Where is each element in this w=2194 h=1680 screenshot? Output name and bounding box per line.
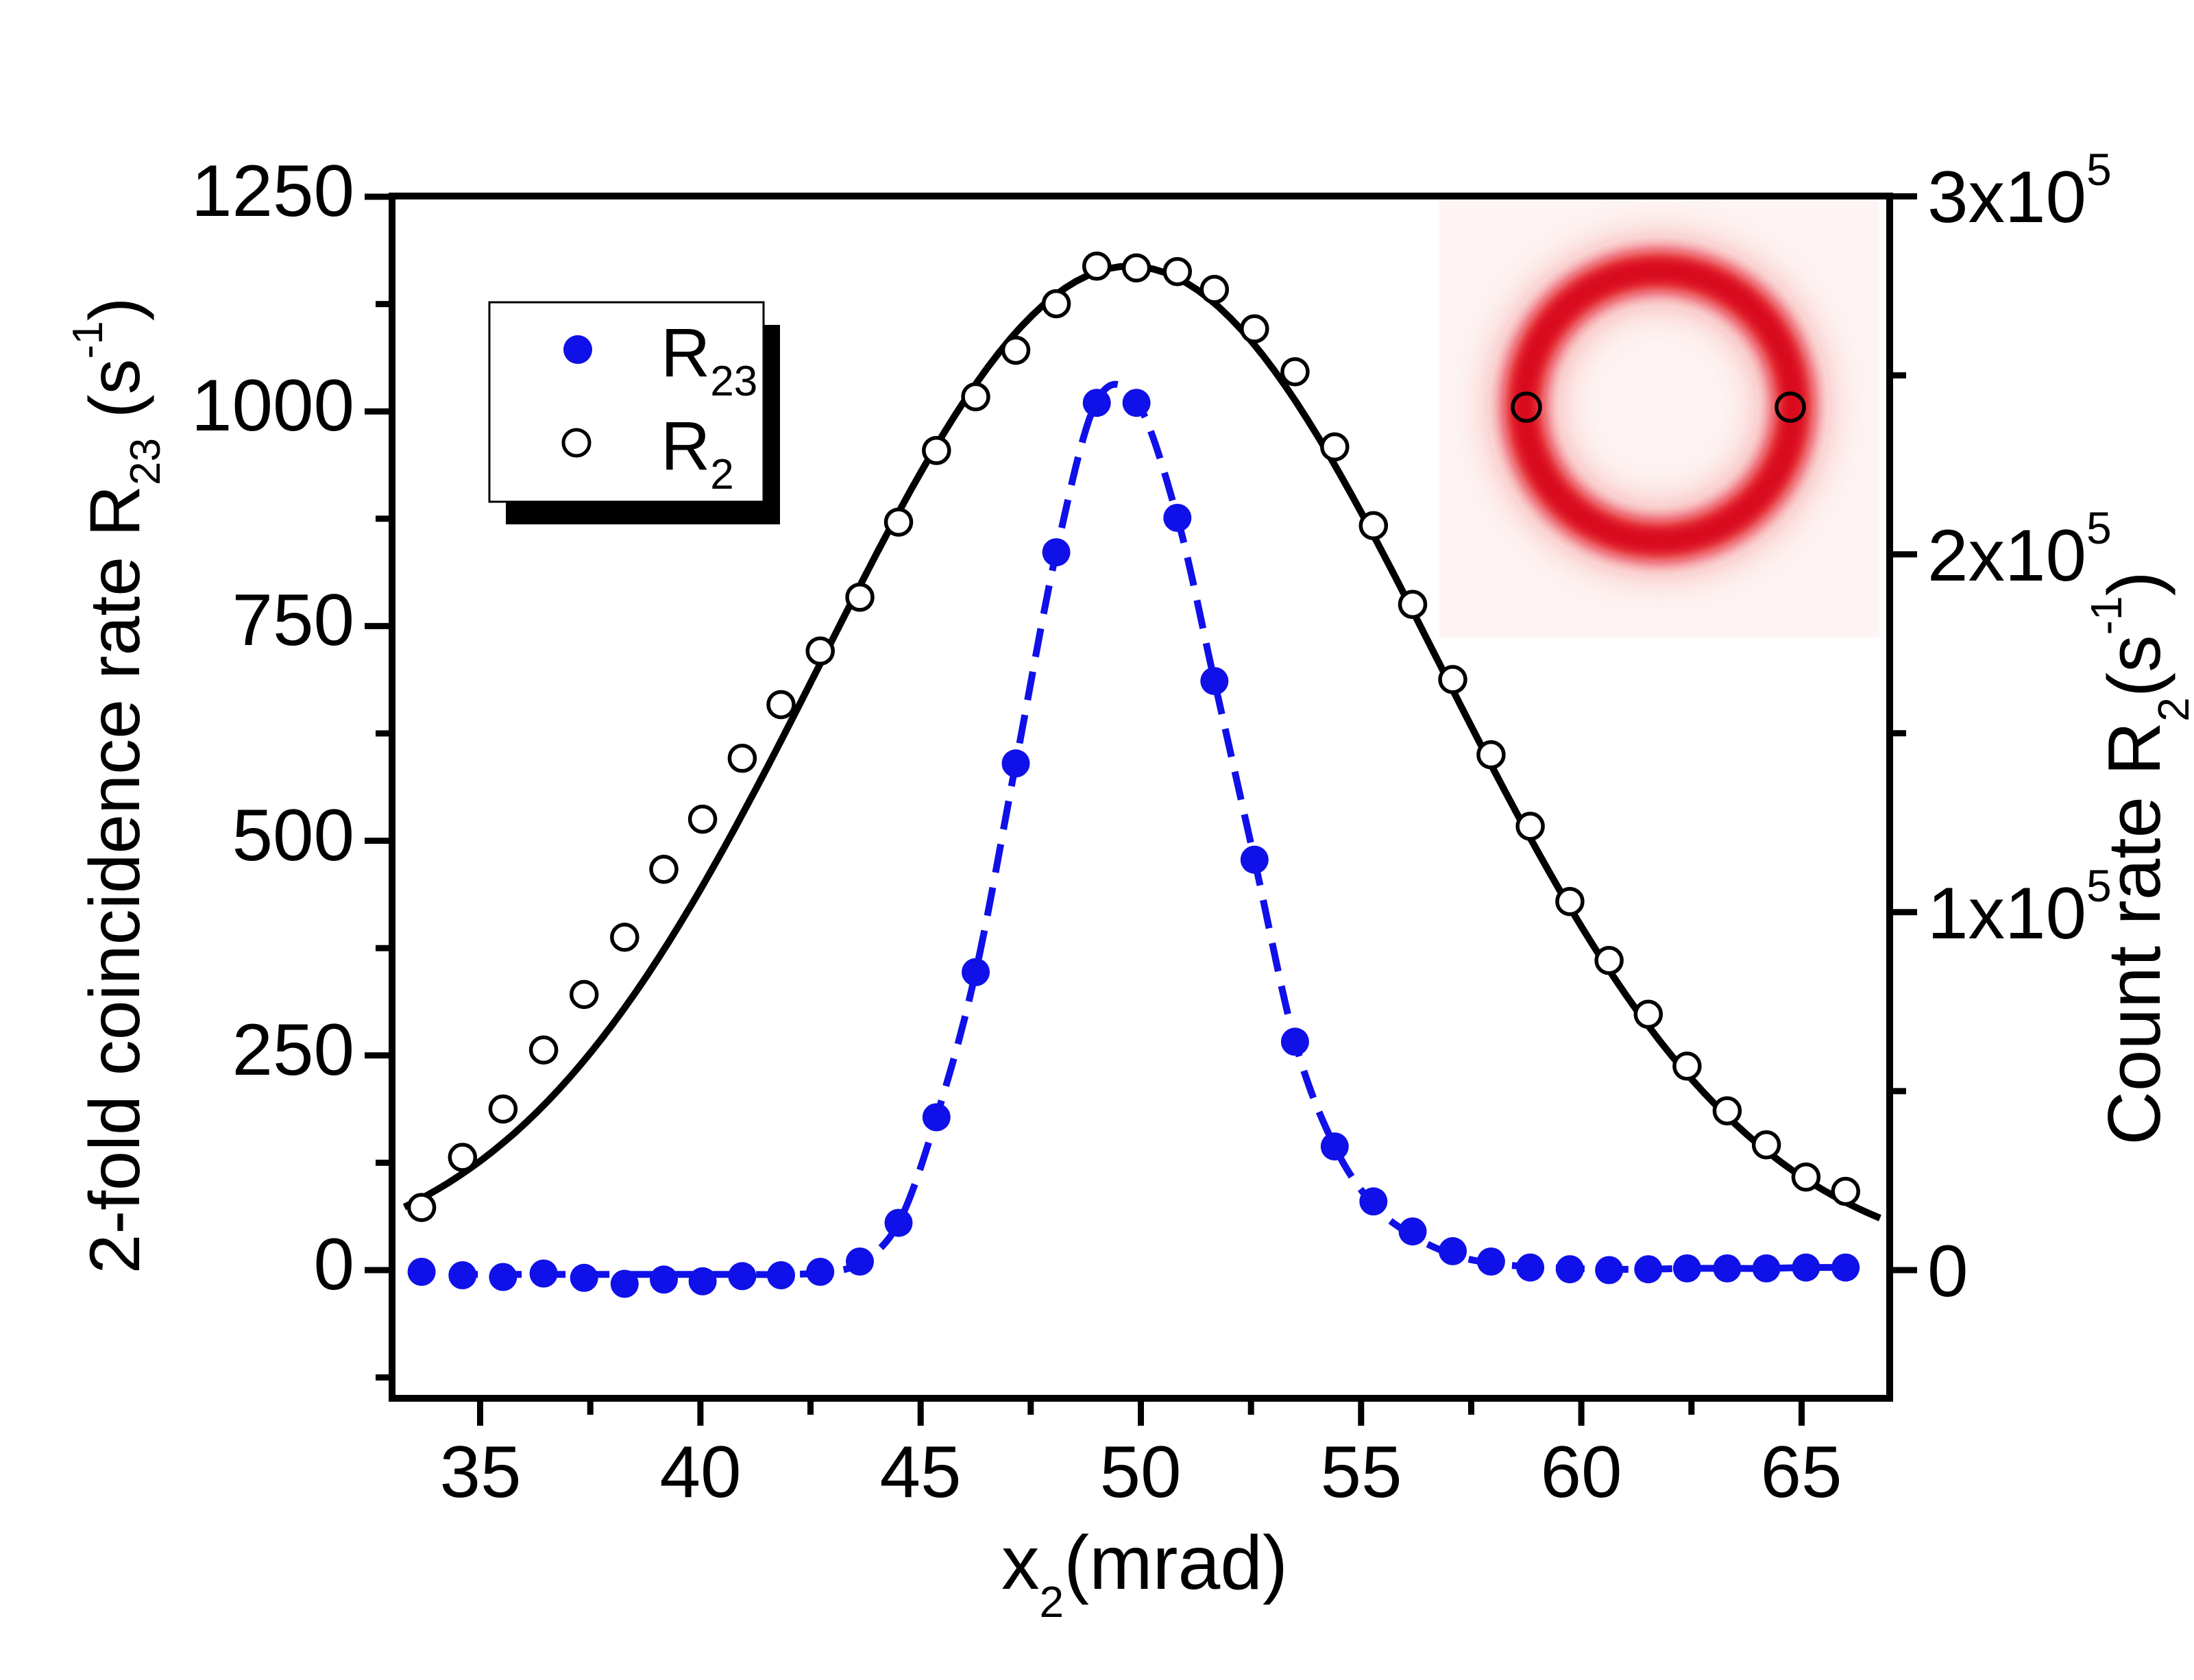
svg-text:40: 40 [659, 1431, 741, 1513]
svg-text:500: 500 [232, 794, 354, 876]
svg-text:60: 60 [1540, 1431, 1622, 1513]
svg-text:1250: 1250 [191, 149, 354, 232]
svg-text:50: 50 [1099, 1431, 1181, 1513]
svg-text:1x105: 1x105 [1927, 860, 2112, 954]
svg-text:250: 250 [232, 1008, 354, 1091]
svg-text:0: 0 [313, 1223, 354, 1305]
svg-text:35: 35 [439, 1431, 521, 1513]
svg-text:Count rate R2(s-1): Count rate R2(s-1) [2082, 571, 2194, 1145]
svg-text:65: 65 [1760, 1431, 1842, 1513]
svg-text:750: 750 [232, 579, 354, 661]
svg-text:2x105: 2x105 [1927, 502, 2112, 596]
svg-text:0: 0 [1927, 1230, 1968, 1312]
svg-text:3x105: 3x105 [1927, 144, 2112, 238]
svg-text:55: 55 [1320, 1431, 1402, 1513]
svg-text:1000: 1000 [191, 364, 354, 446]
svg-text:45: 45 [879, 1431, 961, 1513]
